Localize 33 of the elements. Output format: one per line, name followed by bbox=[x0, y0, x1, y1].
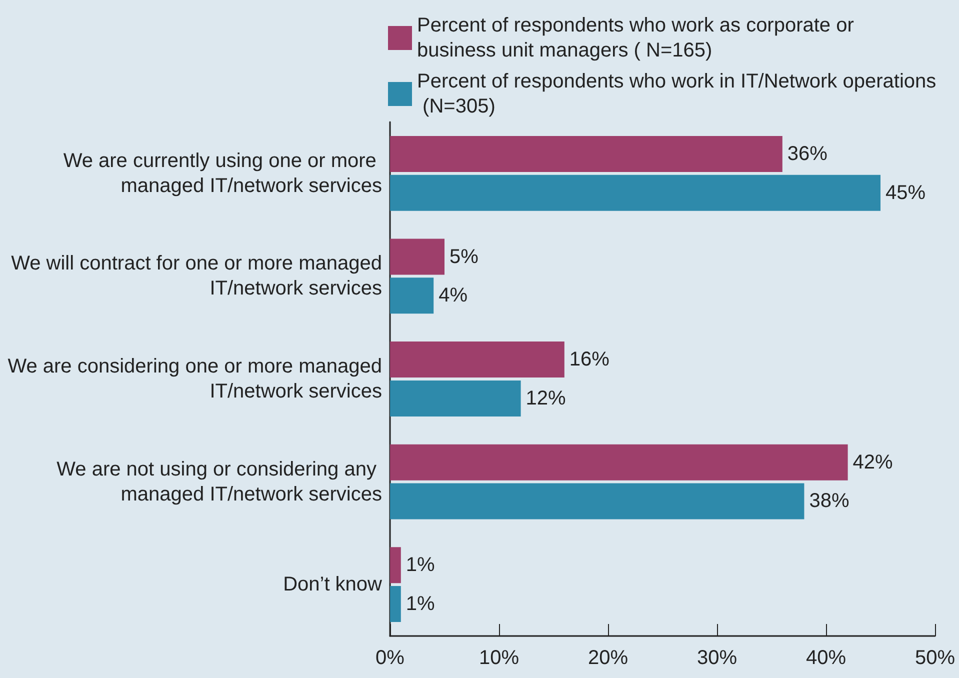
bar bbox=[390, 136, 782, 172]
data-label: 4% bbox=[438, 284, 468, 307]
x-tick-label: 50% bbox=[914, 647, 956, 669]
bar bbox=[390, 483, 804, 520]
y-tick-label: We are considering one or more managed IT/network services bbox=[8, 356, 382, 402]
y-tick-label: We are not using or considering any managed IT/network services bbox=[56, 458, 382, 506]
data-label: 1% bbox=[406, 593, 436, 616]
data-label: 45% bbox=[886, 182, 926, 204]
x-tick-label: 40% bbox=[806, 647, 846, 669]
x-tick-label: 0% bbox=[376, 647, 405, 669]
y-tick-label: We are currently using one or more managed IT/network services bbox=[63, 150, 382, 197]
x-tick-label: 10% bbox=[478, 647, 520, 669]
legend-label: Percent of respondents who work as corporate or business unit managers ( N=165) bbox=[417, 14, 860, 62]
x-tick-label: 30% bbox=[696, 647, 738, 669]
data-label: 16% bbox=[569, 348, 610, 371]
data-label: 42% bbox=[852, 451, 894, 474]
legend-label: Percent of respondents who work in IT/Network operations (N=305) bbox=[417, 70, 936, 118]
bar bbox=[390, 586, 401, 622]
data-label: 12% bbox=[526, 387, 566, 410]
bar bbox=[390, 238, 444, 275]
data-label: 36% bbox=[787, 142, 828, 165]
data-label: 5% bbox=[450, 246, 479, 268]
data-label: 1% bbox=[406, 554, 436, 576]
y-tick-label: Don’t know bbox=[283, 574, 383, 596]
bar bbox=[390, 342, 564, 378]
bar bbox=[390, 174, 880, 211]
bar bbox=[390, 278, 434, 314]
y-tick-label: We will contract for one or more managed IT/network services bbox=[11, 252, 382, 300]
x-tick-label: 20% bbox=[588, 647, 628, 669]
bar bbox=[390, 444, 848, 480]
data-label: 38% bbox=[809, 490, 850, 512]
bar bbox=[390, 380, 521, 416]
bar bbox=[390, 547, 401, 584]
